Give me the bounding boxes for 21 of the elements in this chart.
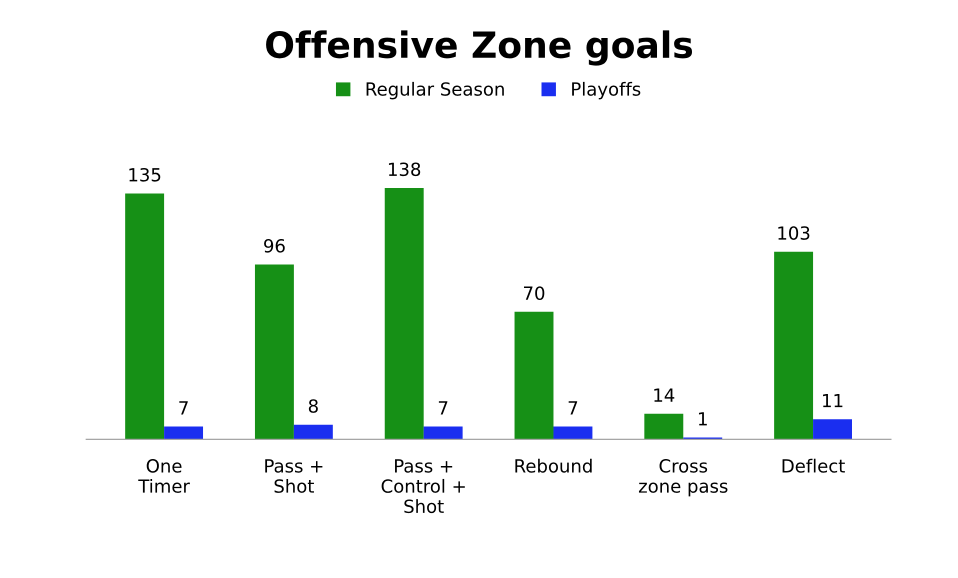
data-label: 138 [388,162,420,176]
x-tick-label: Pass + Control + Shot [382,459,465,514]
data-label: 96 [264,238,285,253]
data-label: 103 [778,226,810,240]
data-label: 7 [568,401,578,414]
x-tick-label: One Timer [138,459,190,493]
data-label: 14 [654,388,674,402]
data-label: 135 [129,168,160,182]
data-label: 70 [524,286,544,300]
data-label: 7 [179,401,188,414]
data-label: 8 [308,399,318,413]
x-tick-label: Deflect [782,458,845,473]
data-label: 1 [698,412,707,426]
data-label: 11 [823,394,842,408]
x-tick-label: Pass + Shot [265,459,322,493]
chart-title: Offensive Zone goals [266,30,692,66]
x-tick-label: Rebound [515,458,592,473]
x-tick-label: Cross zone pass [638,459,728,496]
legend-label: Regular Season [366,82,504,100]
data-label: 7 [438,401,448,414]
legend-label: Playoffs [572,82,640,100]
